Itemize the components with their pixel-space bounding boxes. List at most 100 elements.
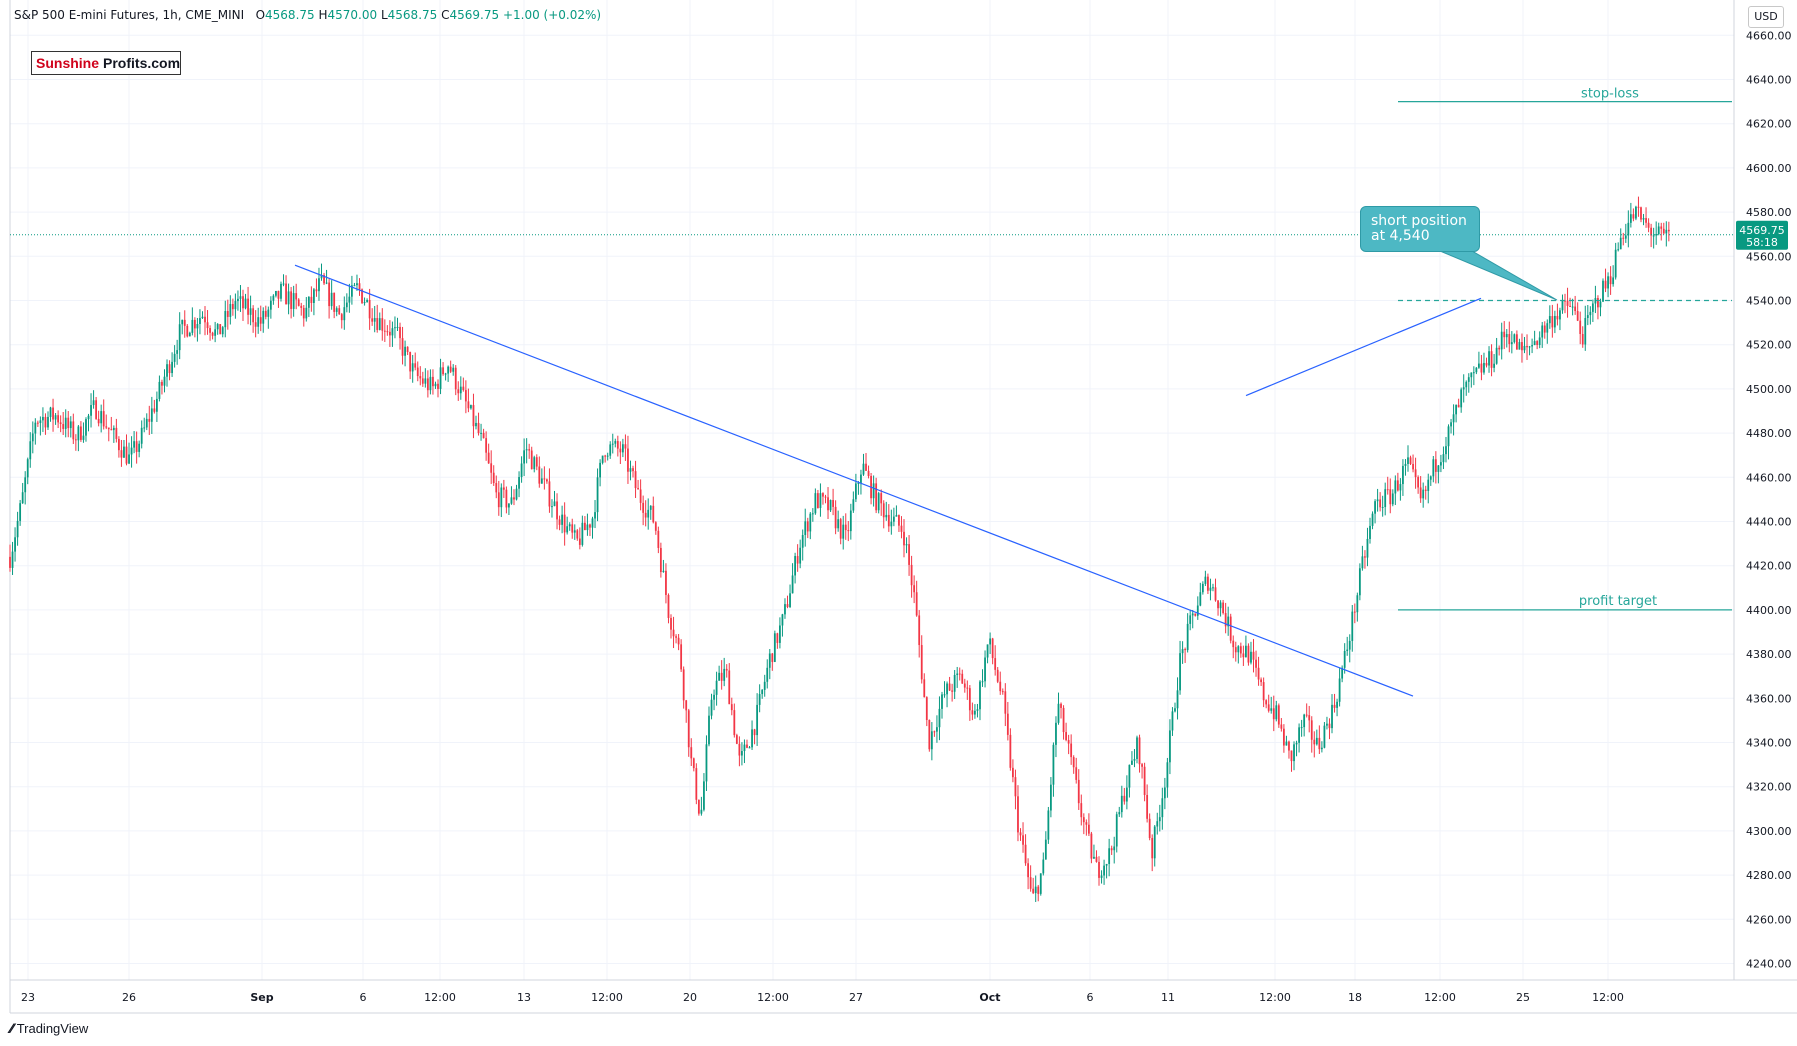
candle-body [1612,277,1615,285]
y-tick-label: 4480.00 [1746,427,1792,440]
candle-body [725,668,728,671]
candle-body [1647,222,1650,228]
low-value: 4568.75 [387,8,438,22]
candle-body [1189,615,1192,624]
candle-body [14,537,16,552]
candle-body [315,289,318,292]
candle-body [1115,814,1118,847]
candle-body [844,524,847,531]
candle-body [657,530,660,548]
candle-body [1070,743,1073,758]
candle-body [133,441,135,448]
candle-body [264,310,267,317]
change-value: +1.00 (+0.02%) [502,8,602,22]
candle-body [568,524,571,527]
y-tick-label: 4320.00 [1746,781,1792,794]
candle-body [801,535,804,548]
candle-body [1181,649,1184,654]
candle-body [1434,459,1437,472]
x-tick-label: 26 [122,991,136,1004]
candle-body [794,556,797,576]
candle-body [26,459,29,478]
tradingview-brand[interactable]: ⁄⁄ TradingView [10,1020,88,1036]
candle-body [1191,613,1194,616]
candle-body [1561,300,1564,311]
y-tick-label: 4400.00 [1746,604,1792,617]
candle-body [1412,463,1414,470]
candle-body [946,683,948,695]
candle-body [267,309,270,317]
candle-body [449,366,452,372]
candle-body [784,604,786,615]
candle-body [464,390,467,402]
candle-body [629,468,632,472]
candle-body [31,433,34,442]
candle-body [535,457,538,467]
candle-body [161,381,163,386]
candle-body [1488,351,1490,366]
candle-body [1146,794,1149,819]
candle-body [523,450,526,464]
candle-body [687,710,690,748]
candle-body [500,487,503,508]
candle-body [814,493,817,514]
candle-body [330,292,333,307]
candle-body [1012,767,1014,778]
candle-body [1579,320,1582,334]
candle-body [862,463,865,475]
candle-body [1171,711,1174,731]
y-tick-label: 4380.00 [1746,648,1792,661]
candle-body [1217,600,1219,609]
candle-body [1526,345,1528,348]
candle-body [1546,323,1549,333]
candle-body [682,669,685,701]
candle-body [1407,457,1409,464]
y-tick-label: 4640.00 [1746,74,1792,87]
candle-body [490,463,493,473]
candle-body [1163,787,1166,799]
candle-body [366,300,368,303]
candle-body [1396,480,1399,491]
candle-body [1493,363,1495,368]
candle-body [429,376,432,391]
candle-body [1113,846,1116,851]
candle-body [741,751,743,756]
candle-body [454,367,457,390]
candle-body [118,438,120,451]
candle-body [1262,682,1265,701]
candle-body [1328,723,1331,729]
candle-body [1450,422,1452,427]
candle-body [735,735,738,744]
candle-body [90,405,92,416]
candle-body [723,668,726,681]
candle-body [135,441,138,452]
candle-body [292,293,295,309]
candle-body [1455,404,1458,415]
currency-button[interactable]: USD [1748,6,1784,28]
candle-body [287,291,290,305]
candle-body [275,290,277,296]
candle-body [247,298,249,315]
candle-body [1125,787,1128,802]
candle-body [781,614,784,626]
candle-body [181,319,184,325]
candle-body [968,688,971,711]
candle-body [363,302,366,304]
candle-body [1024,844,1027,864]
candle-body [1098,861,1100,878]
candle-body [1528,346,1531,348]
candle-body [710,699,713,716]
candle-body [97,418,100,424]
candle-body [485,438,488,453]
candle-body [1120,795,1123,813]
candle-body [444,373,447,375]
candle-body [1323,725,1326,748]
candle-body [1001,691,1004,693]
candle-body [1331,704,1333,729]
candle-body [1475,367,1478,373]
candle-body [386,331,389,333]
profit-target-label: profit target [1579,594,1657,609]
candle-body [221,327,224,335]
candle-body [1597,298,1599,308]
